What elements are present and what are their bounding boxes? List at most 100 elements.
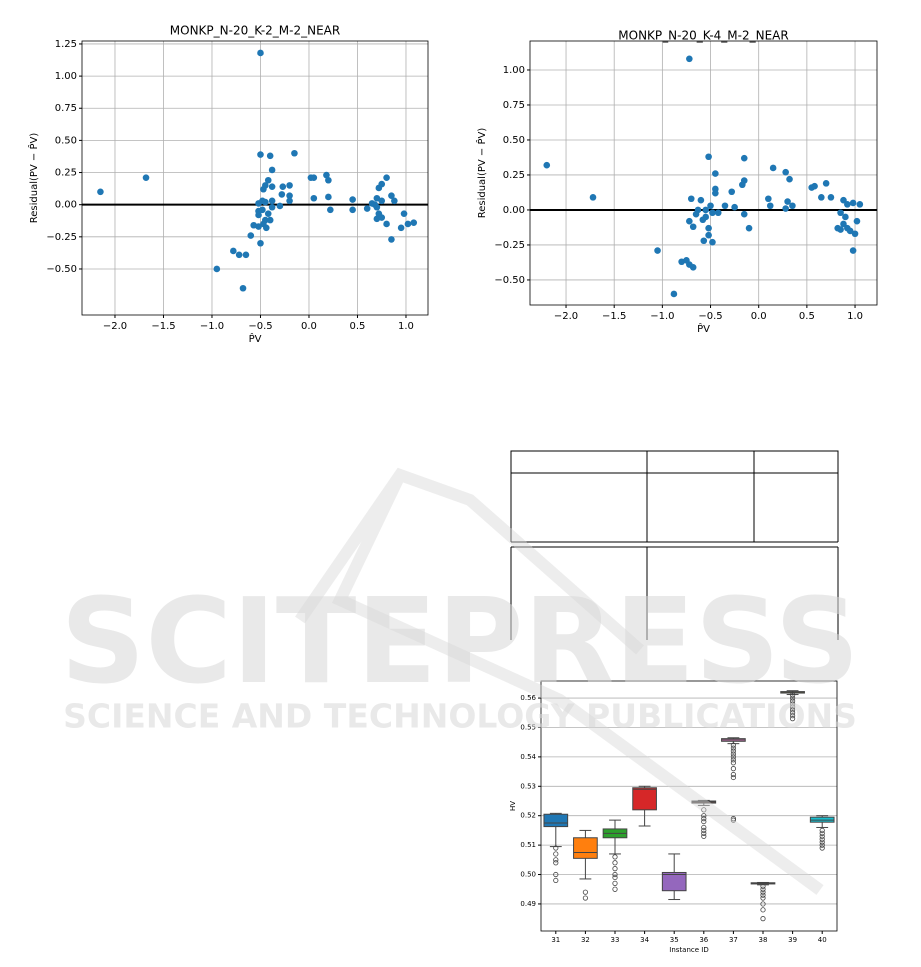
point (692, 210, 700, 218)
flier (760, 916, 766, 922)
point (255, 211, 262, 219)
flier (789, 710, 796, 716)
y-tick-label: 1.00 (503, 65, 525, 76)
flier (730, 774, 737, 781)
point (705, 231, 712, 239)
y-tick-label: 0.00 (55, 200, 77, 211)
box (543, 813, 569, 828)
plot-frame (81, 40, 429, 316)
point (257, 239, 264, 247)
y-tick-label: 0.55 (520, 723, 536, 731)
point (257, 49, 264, 57)
flier (612, 854, 618, 860)
y-tick-label: 0.52 (520, 812, 536, 820)
point (699, 216, 707, 224)
point (363, 205, 371, 212)
point (543, 161, 551, 169)
chart: 0.49 0.50 0.51 0.52 0.53 0.54 0.55 0.56 Instance… (509, 680, 838, 954)
watermark: SCITEPRESS SCIENCE AND TECHNOLOGY PUBLIC… (60, 467, 860, 895)
point (142, 174, 150, 181)
point (853, 217, 861, 225)
flier (612, 874, 618, 881)
x-tick-label: −1.0 (200, 321, 224, 332)
flier (730, 757, 737, 763)
flier (760, 883, 766, 889)
y-tick-label: 1.00 (55, 71, 77, 82)
watermark-title: SCITEPRESS (60, 572, 859, 710)
flier (819, 827, 825, 834)
point (827, 194, 835, 201)
y-tick-label: 0.50 (55, 135, 77, 146)
flier (701, 830, 707, 836)
flier (701, 827, 707, 834)
point (230, 247, 237, 255)
flier (789, 704, 796, 710)
point (400, 210, 408, 217)
flier (789, 701, 796, 707)
point (728, 188, 736, 196)
point (264, 176, 272, 184)
point (782, 168, 789, 176)
x-tick-label: 34 (640, 936, 649, 944)
point (705, 153, 712, 161)
x-tick-label: 38 (759, 936, 768, 944)
flier (730, 760, 737, 766)
point (849, 199, 857, 207)
point (262, 198, 269, 206)
x-tick-label: 0.5 (799, 311, 815, 322)
point (239, 284, 247, 292)
y-axis-label: Residual(PV − P̂V) (475, 128, 488, 219)
point (349, 206, 356, 214)
point (702, 206, 710, 214)
point (840, 220, 847, 228)
point (371, 201, 379, 208)
y-axis-label: HV (509, 801, 517, 811)
y-tick-label: −0.50 (494, 275, 525, 286)
point (840, 196, 847, 204)
point (789, 202, 796, 210)
x-tick-label: −1.5 (602, 311, 626, 322)
flier (760, 907, 766, 913)
y-tick-label: 0.54 (520, 753, 536, 761)
point (782, 205, 789, 212)
flier (789, 698, 796, 704)
flier (701, 807, 707, 813)
flier (789, 707, 796, 713)
point (842, 213, 849, 221)
y-tick-label: 0.56 (520, 694, 536, 702)
x-tick-label: 33 (611, 936, 620, 944)
flier (701, 818, 707, 825)
flier (819, 836, 825, 842)
x-tick-label: 39 (788, 936, 797, 944)
y-tick-label: 1.25 (55, 39, 77, 50)
y-tick-label: 0.51 (520, 841, 536, 849)
point (740, 154, 748, 162)
x-tick-label: −0.5 (248, 321, 272, 332)
point (686, 217, 693, 225)
y-tick-label: −0.25 (494, 240, 525, 251)
point (388, 192, 395, 199)
x-tick-label: −2.0 (554, 311, 578, 322)
point (268, 183, 276, 190)
point (705, 224, 712, 232)
flier (760, 889, 766, 895)
point (213, 265, 221, 273)
point (266, 152, 274, 160)
point (391, 197, 398, 205)
point (712, 189, 719, 197)
point (811, 182, 818, 190)
point (257, 151, 264, 158)
flier (819, 845, 825, 851)
point (709, 238, 716, 246)
point (378, 180, 386, 188)
point (250, 221, 257, 229)
point (731, 203, 738, 211)
table-frame (510, 450, 839, 640)
x-tick-label: 31 (551, 936, 560, 944)
point (709, 209, 716, 217)
flier (612, 871, 618, 878)
flier (730, 754, 737, 760)
point (383, 220, 390, 228)
chart-title: MONKP_N-20_K-4_M-2_NEAR (618, 29, 788, 43)
